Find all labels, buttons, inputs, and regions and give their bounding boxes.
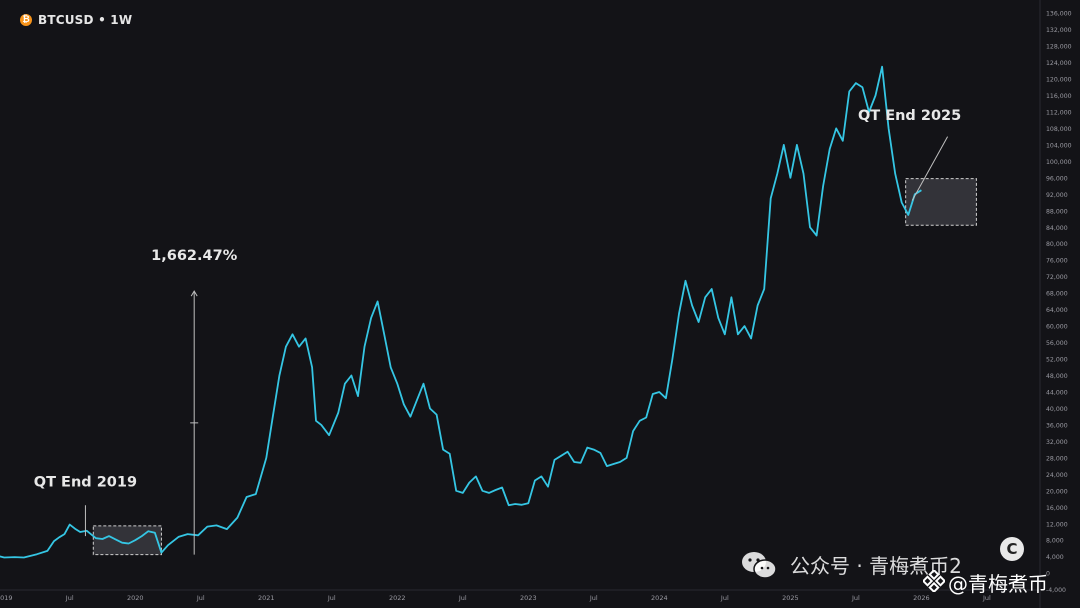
y-tick-label: 8,000 [1046, 538, 1064, 545]
x-tick-label: Jul [851, 594, 860, 602]
x-tick-label: 2022 [389, 594, 406, 602]
y-tick-label: 100,000 [1046, 159, 1072, 166]
x-tick-label: Jul [720, 594, 729, 602]
x-tick-label: Jul [327, 594, 336, 602]
y-tick-label: 96,000 [1046, 175, 1068, 182]
y-tick-label: 52,000 [1046, 357, 1068, 364]
y-tick-label: 108,000 [1046, 126, 1072, 133]
y-tick-label: 68,000 [1046, 291, 1068, 298]
watermark-channel-text: 公众号 · 青梅煮币2 [790, 554, 962, 578]
y-tick-label: 132,000 [1046, 27, 1072, 34]
y-tick-label: 40,000 [1046, 406, 1068, 413]
y-tick-label: 60,000 [1046, 324, 1068, 331]
y-axis-panel [1040, 0, 1080, 608]
y-tick-label: 32,000 [1046, 439, 1068, 446]
qt-end-2025-label: QT End 2025 [858, 108, 961, 124]
y-tick-label: 48,000 [1046, 373, 1068, 380]
watermark-account-text: @青梅煮币 [948, 572, 1048, 596]
qt-end-2019-box [92, 525, 162, 556]
y-tick-label: 116,000 [1046, 93, 1072, 100]
y-tick-label: 124,000 [1046, 60, 1072, 67]
y-tick-label: 84,000 [1046, 225, 1068, 232]
y-tick-label: 24,000 [1046, 472, 1068, 479]
measure-arrow-head [190, 290, 198, 297]
y-tick-label: 36,000 [1046, 422, 1068, 429]
y-tick-label: 44,000 [1046, 389, 1068, 396]
wechat-icon [742, 552, 777, 579]
qt-end-2025-box [905, 178, 977, 226]
x-tick-label: Jul [982, 594, 991, 602]
qt-end-2019-label: QT End 2019 [34, 475, 137, 491]
x-tick-label: Jul [458, 594, 467, 602]
y-tick-label: 88,000 [1046, 208, 1068, 215]
y-tick-label: 12,000 [1046, 521, 1068, 528]
y-tick-label: 16,000 [1046, 505, 1068, 512]
x-tick-label: 2023 [520, 594, 537, 602]
x-tick-label: 2020 [127, 594, 144, 602]
y-tick-label: 28,000 [1046, 455, 1068, 462]
x-tick-label: Jul [589, 594, 598, 602]
chart-header: ₿ BTCUSD • 1W [20, 13, 132, 27]
y-tick-label: 64,000 [1046, 307, 1068, 314]
x-tick-label: 2025 [782, 594, 799, 602]
y-tick-label: 92,000 [1046, 192, 1068, 199]
y-tick-label: 120,000 [1046, 77, 1072, 84]
price-series-line [0, 65, 922, 559]
y-tick-label: 128,000 [1046, 44, 1072, 51]
y-tick-label: -4,000 [1046, 587, 1066, 594]
binance-logo-icon [923, 570, 945, 592]
x-tick-label: 2021 [258, 594, 275, 602]
y-tick-label: 112,000 [1046, 109, 1072, 116]
y-tick-label: 4,000 [1046, 554, 1064, 561]
x-tick-label: 2024 [651, 594, 668, 602]
y-tick-label: 72,000 [1046, 274, 1068, 281]
y-tick-label: 20,000 [1046, 488, 1068, 495]
c-badge-icon: C [1000, 537, 1024, 561]
chart-title: BTCUSD • 1W [38, 13, 133, 27]
gain-percent-label: 1,662.47% [151, 248, 238, 264]
y-tick-label: 0 [1046, 571, 1050, 578]
x-tick-label: 2026 [913, 594, 930, 602]
x-tick-label: Jul [65, 594, 74, 602]
y-tick-label: 136,000 [1046, 11, 1072, 18]
y-tick-label: 80,000 [1046, 241, 1068, 248]
x-tick-label: 2019 [0, 594, 12, 602]
y-tick-label: 56,000 [1046, 340, 1068, 347]
y-tick-label: 76,000 [1046, 258, 1068, 265]
qt-2025-pointer-line [911, 136, 949, 201]
y-tick-label: 104,000 [1046, 142, 1072, 149]
x-tick-label: Jul [196, 594, 205, 602]
bitcoin-coin-icon: ₿ [20, 14, 32, 26]
